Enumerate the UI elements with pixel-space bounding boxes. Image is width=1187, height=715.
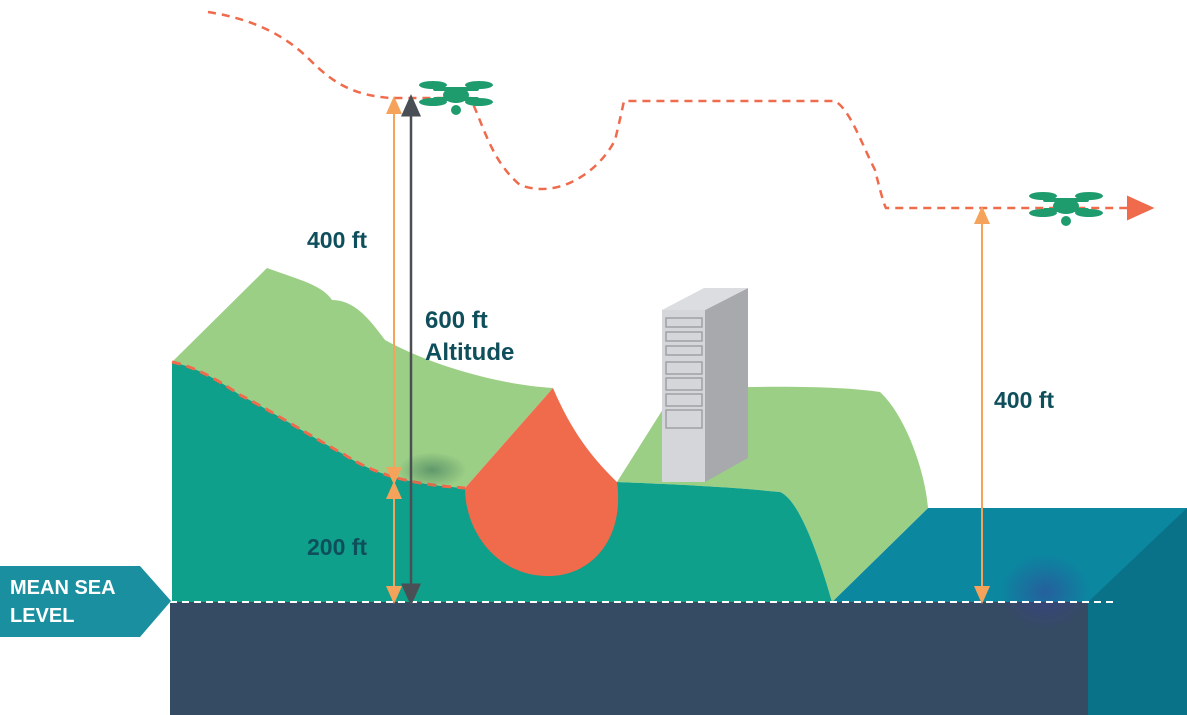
- drone-icon: [419, 81, 493, 115]
- water-body: [832, 508, 1187, 715]
- sea-level-label-line2: LEVEL: [10, 605, 74, 627]
- mean-sea-level-tag: MEAN SEA LEVEL: [0, 566, 171, 637]
- altitude-word-label: Altitude: [425, 339, 514, 366]
- left-hill-top: [172, 268, 553, 488]
- ground-shadow: [397, 452, 467, 488]
- terrain-cut-face: [465, 388, 619, 577]
- altitude-value-label: 600 ft: [425, 307, 488, 334]
- left-drone-height-label: 400 ft: [307, 227, 367, 253]
- sea-level-label-line1: MEAN SEA: [10, 577, 116, 599]
- building-tower: [662, 288, 748, 482]
- right-drone-height-label: 400 ft: [994, 387, 1054, 413]
- terrain-height-label: 200 ft: [307, 534, 367, 560]
- flight-path: [207, 10, 1155, 221]
- terrain-front-face: [172, 362, 832, 602]
- drone-icon: [1029, 192, 1103, 226]
